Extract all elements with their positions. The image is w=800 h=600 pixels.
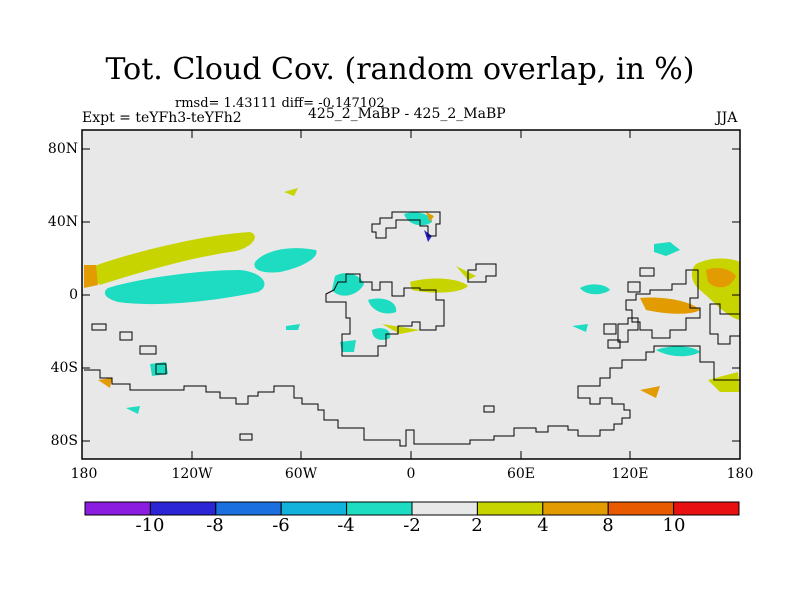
- land-outlines: [84, 211, 741, 447]
- colorbar-swatch: [149, 501, 217, 516]
- colorbar-swatch: [607, 501, 675, 516]
- lon-label-180-east: 180: [726, 466, 754, 482]
- colorbar-label: -6: [272, 515, 290, 536]
- lat-label-0: 0: [69, 287, 78, 303]
- season-label: JJA: [716, 110, 738, 126]
- experiment-label: Expt = teYFh3-teYFh2: [82, 110, 242, 126]
- period-label: 425_2_MaBP - 425_2_MaBP: [308, 106, 506, 122]
- colorbar-swatch: [215, 501, 282, 516]
- lon-label-60e: 60E: [506, 466, 536, 482]
- colorbar-label: 8: [602, 515, 614, 536]
- lat-label-80n: 80N: [47, 141, 78, 157]
- map-frame: [81, 129, 741, 460]
- colorbar-label: 10: [662, 515, 686, 536]
- colorbar-swatch: [84, 501, 151, 516]
- colorbar-swatch: [346, 501, 413, 516]
- map-title: Tot. Cloud Cov. (random overlap, in %): [105, 52, 695, 87]
- colorbar: [84, 501, 740, 516]
- lat-label-40s: 40S: [50, 360, 78, 376]
- lon-label-60w: 60W: [284, 466, 318, 482]
- colorbar-swatch: [280, 501, 348, 516]
- lat-label-80s: 80S: [50, 433, 78, 449]
- colorbar-label: -8: [206, 515, 224, 536]
- colorbar-swatch: [411, 501, 478, 516]
- stats-label: rmsd= 1.43111 diff= -0.147102: [175, 96, 385, 111]
- lon-label-120w: 120W: [171, 466, 213, 482]
- colorbar-swatch: [476, 501, 544, 516]
- lon-label-180-west: 180: [70, 466, 98, 482]
- lon-label-120e: 120E: [611, 466, 649, 482]
- colorbar-label: -10: [135, 515, 165, 536]
- colorbar-label: -2: [403, 515, 421, 536]
- lon-label-0: 0: [406, 466, 416, 482]
- colorbar-label: -4: [337, 515, 355, 536]
- colorbar-swatch: [542, 501, 609, 516]
- colorbar-label: 2: [471, 515, 483, 536]
- anomaly-fields: [84, 188, 740, 414]
- colorbar-label: 4: [537, 515, 549, 536]
- colorbar-swatch: [673, 501, 740, 516]
- lat-label-40n: 40N: [47, 214, 78, 230]
